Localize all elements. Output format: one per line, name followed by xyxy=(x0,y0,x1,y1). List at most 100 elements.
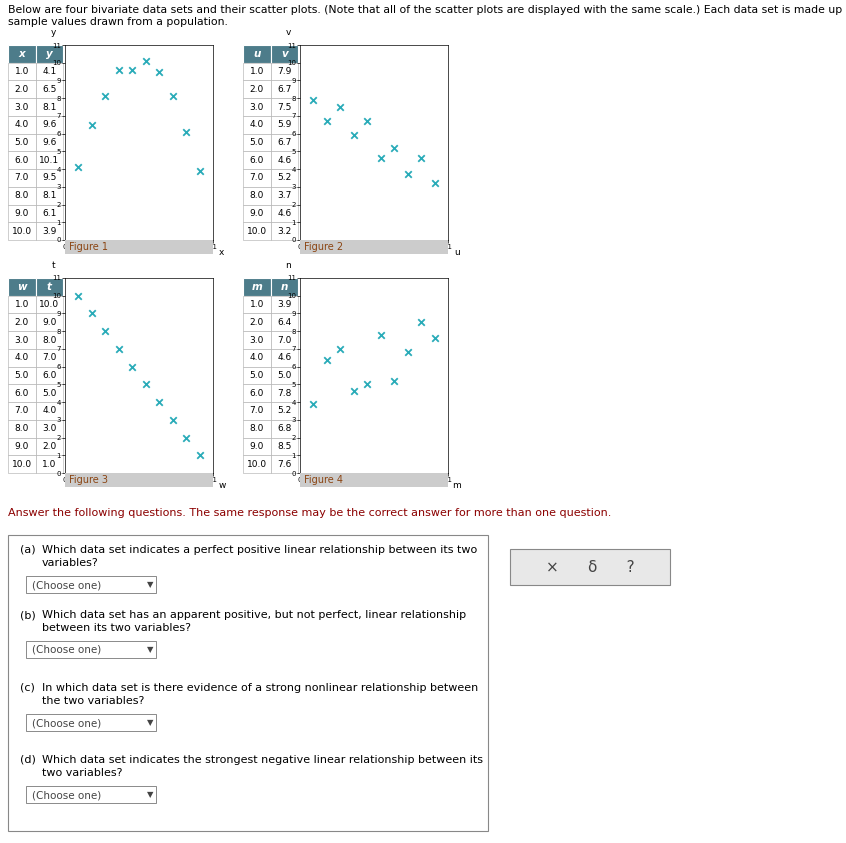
Bar xyxy=(8,152,36,169)
Text: Which data set indicates a perfect positive linear relationship between its two: Which data set indicates a perfect posit… xyxy=(42,545,477,555)
Point xyxy=(166,89,179,103)
Bar xyxy=(8,420,36,438)
Text: 2.0: 2.0 xyxy=(14,85,29,94)
Text: 8.1: 8.1 xyxy=(42,103,57,111)
X-axis label: u: u xyxy=(454,248,459,257)
Text: 9.5: 9.5 xyxy=(42,174,57,182)
Bar xyxy=(243,278,271,296)
Bar xyxy=(8,438,36,455)
Text: 3.7: 3.7 xyxy=(277,191,291,200)
Point xyxy=(387,141,401,154)
Point xyxy=(99,325,113,338)
Text: 10.0: 10.0 xyxy=(247,227,266,236)
Bar xyxy=(8,187,36,205)
Point xyxy=(166,413,179,427)
Bar xyxy=(26,714,156,731)
Bar xyxy=(271,62,298,80)
Text: x: x xyxy=(19,49,25,59)
Bar xyxy=(243,152,271,169)
Bar xyxy=(271,115,298,134)
Point xyxy=(333,100,347,114)
Point xyxy=(125,360,139,373)
Text: 10.0: 10.0 xyxy=(39,300,59,309)
Bar xyxy=(8,367,36,384)
Text: 8.0: 8.0 xyxy=(14,191,29,200)
Bar xyxy=(8,45,36,62)
Point xyxy=(360,115,374,128)
Text: 10.1: 10.1 xyxy=(39,156,59,164)
Text: u: u xyxy=(253,49,261,59)
Bar xyxy=(243,80,271,98)
Text: 9.6: 9.6 xyxy=(42,121,57,129)
Bar xyxy=(271,314,298,331)
Text: 4.1: 4.1 xyxy=(42,67,57,76)
Text: 5.0: 5.0 xyxy=(250,371,264,380)
Text: 10.0: 10.0 xyxy=(12,227,32,236)
Bar xyxy=(8,349,36,367)
Bar xyxy=(243,402,271,420)
Text: variables?: variables? xyxy=(42,558,99,568)
Bar xyxy=(271,384,298,402)
Point xyxy=(99,89,113,103)
Text: 4.0: 4.0 xyxy=(250,121,264,129)
Text: 3.2: 3.2 xyxy=(277,227,291,236)
Bar xyxy=(36,134,63,152)
Bar xyxy=(8,205,36,223)
Point xyxy=(415,315,428,329)
Text: 3.9: 3.9 xyxy=(42,227,57,236)
Text: (a): (a) xyxy=(20,545,36,555)
Text: the two variables?: the two variables? xyxy=(42,696,145,706)
X-axis label: m: m xyxy=(453,481,461,490)
Text: 6.5: 6.5 xyxy=(42,85,57,94)
Bar xyxy=(243,384,271,402)
Text: 1.0: 1.0 xyxy=(250,67,264,76)
Text: Figure 3: Figure 3 xyxy=(69,475,108,485)
Bar xyxy=(36,455,63,473)
Point xyxy=(320,353,333,367)
Text: 4.6: 4.6 xyxy=(277,156,291,164)
Bar xyxy=(36,420,63,438)
Text: 7.9: 7.9 xyxy=(277,67,291,76)
Text: w: w xyxy=(17,282,26,292)
Text: 9.0: 9.0 xyxy=(42,318,57,327)
Bar xyxy=(271,278,298,296)
Text: 4.0: 4.0 xyxy=(14,121,29,129)
Text: 5.9: 5.9 xyxy=(277,121,291,129)
Text: 9.0: 9.0 xyxy=(250,442,264,451)
Point xyxy=(112,63,125,77)
Text: v: v xyxy=(281,49,288,59)
Bar xyxy=(243,349,271,367)
Point xyxy=(428,176,442,190)
Bar xyxy=(8,296,36,314)
Bar xyxy=(36,296,63,314)
Bar xyxy=(243,169,271,187)
Bar xyxy=(8,535,488,831)
Bar xyxy=(36,349,63,367)
Text: 5.2: 5.2 xyxy=(277,174,291,182)
Text: Figure 2: Figure 2 xyxy=(305,242,343,252)
Point xyxy=(387,374,401,388)
Point xyxy=(179,431,193,444)
Text: ▼: ▼ xyxy=(146,646,153,654)
Bar xyxy=(36,80,63,98)
Text: Figure 4: Figure 4 xyxy=(305,475,343,485)
Bar xyxy=(271,402,298,420)
Bar xyxy=(36,402,63,420)
Text: 7.0: 7.0 xyxy=(14,174,29,182)
Point xyxy=(360,378,374,391)
Text: n: n xyxy=(281,282,288,292)
X-axis label: x: x xyxy=(219,248,224,257)
Text: Which data set indicates the strongest negative linear relationship between its: Which data set indicates the strongest n… xyxy=(42,755,483,765)
Text: 7.6: 7.6 xyxy=(277,459,291,469)
Text: 1.0: 1.0 xyxy=(250,300,264,309)
Text: 1.0: 1.0 xyxy=(14,67,29,76)
Bar xyxy=(243,45,271,62)
Bar xyxy=(243,134,271,152)
Point xyxy=(139,378,152,391)
Text: 3.9: 3.9 xyxy=(277,300,291,309)
Bar xyxy=(8,402,36,420)
Bar xyxy=(271,331,298,349)
Bar xyxy=(8,384,36,402)
Bar xyxy=(8,314,36,331)
Y-axis label: n: n xyxy=(285,261,291,271)
